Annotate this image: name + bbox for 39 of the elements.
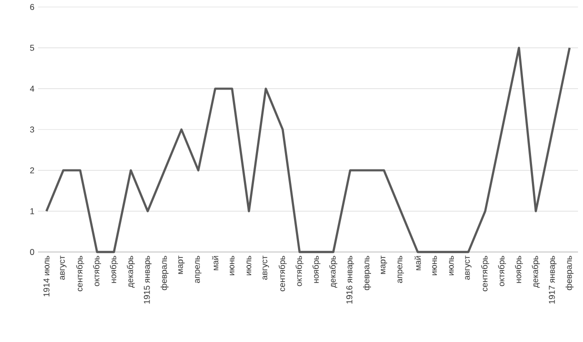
- y-tick-label: 2: [30, 167, 34, 174]
- y-tick-label: 3: [30, 126, 34, 132]
- x-tick-label: октябрь: [93, 256, 102, 286]
- x-tick-label: май: [212, 256, 218, 270]
- x-tick-label: февраль: [566, 256, 574, 290]
- x-tick-label: апрель: [195, 256, 202, 283]
- x-tick-label: 1917 январь: [548, 256, 557, 304]
- x-tick-label: март: [380, 256, 388, 274]
- x-tick-label: 1915 январь: [144, 256, 152, 304]
- x-tick-label: февраль: [160, 256, 168, 290]
- x-tick-label: май: [414, 256, 421, 270]
- x-tick-label: сентябрь: [278, 256, 287, 292]
- x-tick-label: июнь: [230, 256, 234, 276]
- x-tick-label: сентябрь: [76, 256, 84, 292]
- x-tick-label: август: [262, 256, 269, 280]
- x-tick-label: октябрь: [498, 256, 506, 286]
- x-tick-label: 1916 январь: [346, 256, 354, 304]
- x-tick-label: декабрь: [329, 256, 338, 288]
- x-tick-label: ноябрь: [514, 256, 523, 283]
- x-tick-label: апрель: [398, 256, 404, 283]
- y-tick-label: 4: [30, 86, 34, 92]
- x-tick-label: март: [178, 256, 185, 274]
- x-tick-label: ноябрь: [312, 256, 320, 283]
- x-tick-label: ноябрь: [110, 256, 118, 283]
- x-tick-label: октябрь: [296, 256, 304, 286]
- x-tick-label: 1914 июль: [43, 256, 50, 296]
- x-tick-label: декабрь: [532, 256, 540, 288]
- y-tick-label: 1: [30, 208, 34, 214]
- x-tick-label: июль: [449, 256, 454, 276]
- x-tick-label: август: [60, 256, 66, 280]
- x-tick-label: сентябрь: [481, 256, 490, 292]
- y-tick-label: 6: [30, 4, 34, 10]
- y-tick-label: 5: [30, 44, 34, 51]
- x-tick-label: июль: [246, 256, 252, 276]
- x-tick-label: февраль: [363, 256, 372, 290]
- x-tick-label: декабрь: [126, 256, 135, 288]
- x-tick-label: август: [465, 256, 472, 280]
- x-tick-label: июнь: [432, 256, 437, 276]
- y-tick-label: 0: [30, 249, 34, 255]
